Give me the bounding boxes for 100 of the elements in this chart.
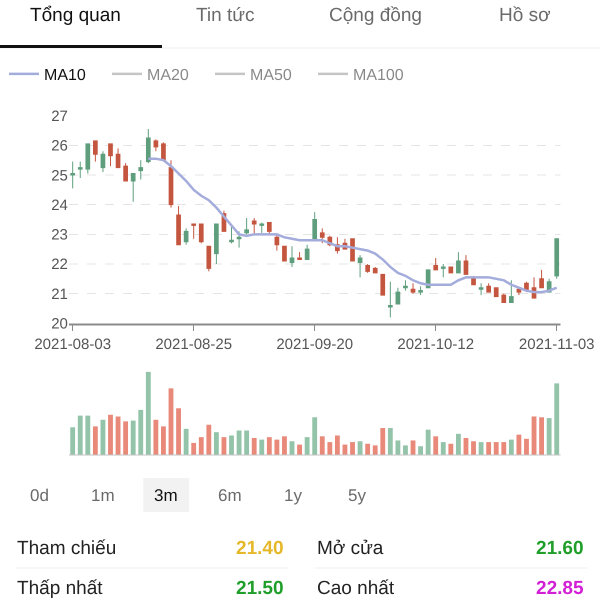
bar <box>297 444 302 454</box>
bar <box>508 440 514 454</box>
bar <box>236 430 242 454</box>
bar <box>334 435 340 454</box>
text: 21.60 <box>536 538 584 559</box>
candlestick <box>403 280 408 292</box>
bar <box>92 426 98 454</box>
candlestick <box>138 160 144 180</box>
bar <box>244 430 250 454</box>
candlestick <box>100 150 106 173</box>
candlestick <box>244 218 249 235</box>
candlestick <box>418 286 423 296</box>
candlestick <box>214 223 219 264</box>
candlestick <box>410 282 416 294</box>
bar <box>214 432 219 454</box>
y-tick-label: 26 <box>51 138 68 155</box>
bar <box>116 416 120 454</box>
text: Hồ sơ <box>499 5 551 26</box>
bar <box>546 418 552 454</box>
candlestick <box>236 230 242 248</box>
x-tick-label: 2021-09-20 <box>276 336 354 354</box>
bar <box>342 444 348 454</box>
candlestick <box>176 206 181 246</box>
bar <box>388 428 393 454</box>
candlestick <box>184 228 188 246</box>
bar <box>532 416 536 454</box>
bar <box>78 416 83 454</box>
bar <box>494 442 499 454</box>
candlestick <box>116 148 120 168</box>
bar <box>380 428 386 454</box>
text: 3m <box>154 486 178 505</box>
bar <box>161 426 166 454</box>
candlestick <box>154 138 158 152</box>
bar <box>524 438 529 454</box>
bar <box>471 441 476 454</box>
bar <box>153 420 158 454</box>
bar <box>290 441 294 454</box>
candlestick <box>501 293 506 304</box>
candlestick <box>380 274 386 296</box>
y-tick-label: 20 <box>51 316 68 333</box>
bar <box>464 438 468 454</box>
bar <box>478 442 484 454</box>
legend-label: MA50 <box>250 67 292 84</box>
bar <box>274 440 280 454</box>
candlestick <box>198 223 204 244</box>
candlestick <box>168 160 174 208</box>
candlestick <box>252 218 257 235</box>
candlestick <box>358 254 362 278</box>
candlestick <box>108 143 113 167</box>
text: 21.50 <box>236 578 284 599</box>
bar <box>554 383 560 454</box>
candlestick <box>478 282 484 296</box>
bar <box>130 420 136 454</box>
candlestick <box>191 223 196 240</box>
text: 1m <box>91 486 115 505</box>
bar <box>418 446 423 454</box>
candlestick <box>554 238 560 280</box>
candlestick <box>365 263 370 274</box>
x-tick-label: 2021-10-12 <box>397 336 474 354</box>
line-series <box>147 157 558 294</box>
candlestick <box>448 266 454 274</box>
bar <box>146 372 151 454</box>
bar <box>229 435 234 454</box>
candlestick <box>274 234 280 252</box>
bar <box>501 442 506 454</box>
text: Tham chiếu <box>17 538 116 559</box>
y-tick-label: 21 <box>51 286 68 303</box>
candlestick <box>78 161 83 178</box>
bar <box>456 434 461 454</box>
bar <box>433 436 438 454</box>
bar <box>312 417 318 454</box>
text: Mở cửa <box>317 538 384 559</box>
text: Tổng quan <box>30 5 121 26</box>
bar <box>395 440 400 454</box>
x-tick-label: 2021-08-03 <box>34 336 112 354</box>
candlestick <box>456 252 461 274</box>
bar <box>516 434 522 454</box>
bar <box>327 442 332 454</box>
bar <box>191 442 196 454</box>
candlestick <box>85 143 90 174</box>
y-tick-label: 24 <box>51 196 68 214</box>
candlestick <box>130 173 136 202</box>
bar <box>222 437 226 454</box>
y-tick-label: 23 <box>51 226 68 244</box>
y-tick-label: 25 <box>51 167 68 184</box>
x-tick-label: 2021-08-25 <box>155 336 232 354</box>
candlestick <box>464 254 468 275</box>
bar <box>403 445 408 454</box>
bar <box>176 408 181 454</box>
candlestick <box>539 269 544 288</box>
candlestick <box>70 161 76 189</box>
bar <box>448 444 454 454</box>
bar <box>252 438 257 454</box>
candlestick <box>388 281 393 318</box>
candlestick <box>282 246 287 262</box>
candlestick <box>312 212 318 241</box>
bar <box>108 414 113 454</box>
bar <box>266 437 272 454</box>
legend-label: MA20 <box>147 67 189 84</box>
candlestick <box>146 128 151 164</box>
